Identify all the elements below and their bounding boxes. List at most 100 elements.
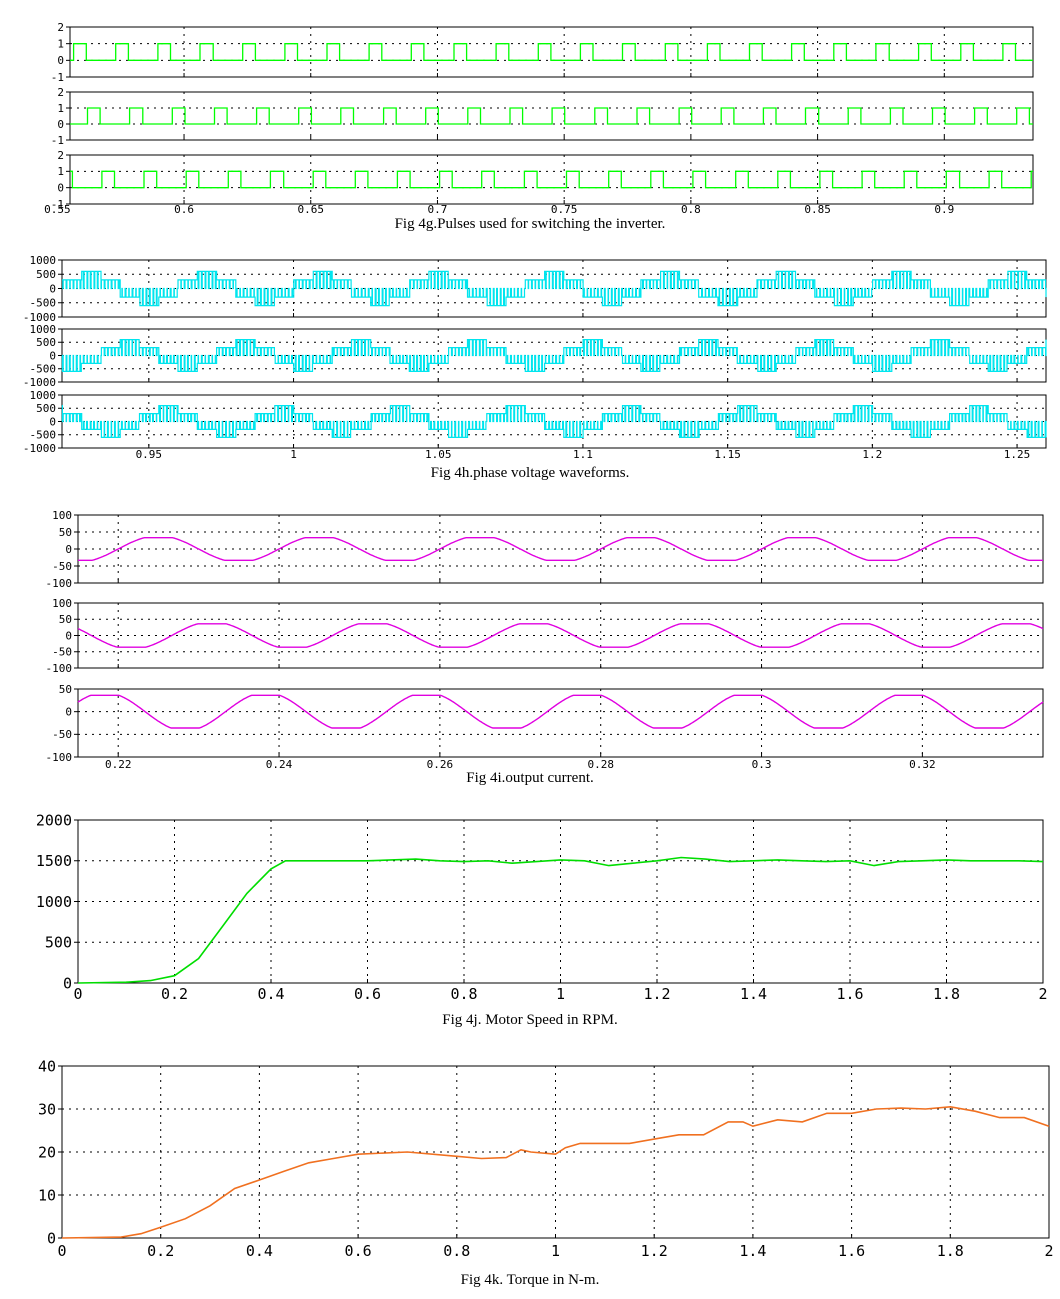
x-tick-label: 1.8 xyxy=(937,1242,964,1260)
fig4i-subplot-1: -100 -50 0 50 100 xyxy=(46,509,1044,590)
x-tick-label: 0.4 xyxy=(246,1242,273,1260)
x-tick-label: 1.1 xyxy=(573,448,593,461)
y-tick-label: 500 xyxy=(36,336,56,349)
x-tick-label: 0.7 xyxy=(428,203,448,216)
voltage-trace xyxy=(61,339,1047,372)
y-tick-label: -50 xyxy=(52,646,72,659)
x-tick-label: 2 xyxy=(1038,985,1047,1003)
x-tick-label: 1.05 xyxy=(425,448,452,461)
y-tick-label: -50 xyxy=(52,728,72,741)
x-tick-label: 1.2 xyxy=(641,1242,668,1260)
x-tick-label: 0.28 xyxy=(587,758,614,771)
x-tick-label: 0.6 xyxy=(354,985,381,1003)
y-tick-label: 0 xyxy=(65,543,72,556)
y-tick-label: 2 xyxy=(57,149,64,162)
y-tick-label: 0 xyxy=(47,1229,56,1247)
y-tick-label: 10 xyxy=(38,1186,56,1204)
x-tick-label: 1.8 xyxy=(933,985,960,1003)
current-trace xyxy=(77,623,1044,648)
torque-trace xyxy=(61,1105,1050,1239)
fig4g-x-axis: 0.55 0.6 0.65 0.7 0.75 0.8 0.85 0.9 xyxy=(44,203,954,216)
y-tick-label: 2 xyxy=(57,86,64,99)
x-tick-label: 0.55 xyxy=(44,203,71,216)
x-tick-label: 0.95 xyxy=(136,448,163,461)
fig4i-subplot-2: -100 -50 0 50 100 xyxy=(46,597,1044,675)
y-tick-label: -1 xyxy=(51,198,64,211)
y-tick-label: 1 xyxy=(57,102,64,115)
y-tick-label: 500 xyxy=(45,934,72,952)
caption-fig4j: Fig 4j. Motor Speed in RPM. xyxy=(442,1012,618,1028)
y-tick-label: 50 xyxy=(59,613,72,626)
x-tick-label: 1.15 xyxy=(714,448,741,461)
x-tick-label: 1.6 xyxy=(838,1242,865,1260)
x-tick-label: 0.75 xyxy=(551,203,578,216)
fig4i-x-axis: 0.22 0.24 0.26 0.28 0.3 0.32 xyxy=(105,758,936,771)
x-tick-label: 0.2 xyxy=(161,985,188,1003)
y-tick-label: 50 xyxy=(59,526,72,539)
x-tick-label: 0.32 xyxy=(909,758,936,771)
fig4h-x-axis: 0.95 1 1.05 1.1 1.15 1.2 1.25 xyxy=(136,448,1031,461)
x-tick-label: 1.6 xyxy=(836,985,863,1003)
y-tick-label: 0 xyxy=(57,54,64,67)
x-tick-label: 0.8 xyxy=(450,985,477,1003)
plot-frame xyxy=(77,819,1044,984)
y-tick-label: 1500 xyxy=(36,852,72,870)
fig4g-subplot-1: -1 0 1 2 xyxy=(51,21,1034,84)
y-tick-label: 1 xyxy=(57,165,64,178)
y-tick-label: -100 xyxy=(46,751,73,764)
y-tick-label: 500 xyxy=(36,268,56,281)
fig4k-subplot-1: 0 10 20 30 40 xyxy=(38,1057,1050,1247)
x-tick-label: 0.9 xyxy=(934,203,954,216)
x-tick-label: 0.6 xyxy=(174,203,194,216)
y-tick-label: 1000 xyxy=(30,254,57,267)
y-tick-label: -1 xyxy=(51,71,64,84)
x-tick-label: 1 xyxy=(551,1242,560,1260)
y-tick-label: 50 xyxy=(59,683,72,696)
x-tick-label: 1 xyxy=(556,985,565,1003)
x-tick-label: 0 xyxy=(73,985,82,1003)
y-tick-label: 500 xyxy=(36,402,56,415)
y-tick-label: 30 xyxy=(38,1100,56,1118)
y-tick-label: -100 xyxy=(46,577,73,590)
caption-fig4i: Fig 4i.output current. xyxy=(466,770,594,786)
x-tick-label: 0.6 xyxy=(345,1242,372,1260)
current-trace xyxy=(77,694,1044,729)
y-tick-label: -500 xyxy=(30,363,57,376)
voltage-trace xyxy=(61,405,1047,438)
x-tick-label: 1.25 xyxy=(1004,448,1031,461)
plot-frame xyxy=(77,602,1044,669)
x-tick-label: 0 xyxy=(57,1242,66,1260)
y-tick-label: -1000 xyxy=(23,376,56,389)
caption-fig4k: Fig 4k. Torque in N-m. xyxy=(460,1272,600,1288)
fig4g-subplot-2: -1 0 1 2 xyxy=(51,86,1034,147)
x-tick-label: 0.24 xyxy=(266,758,293,771)
pulse-trace xyxy=(70,43,1033,61)
x-tick-label: 1 xyxy=(290,448,297,461)
fig4j-x-axis: 0 0.2 0.4 0.6 0.8 1 1.2 1.4 1.6 1.8 2 xyxy=(73,985,1047,1003)
x-tick-label: 1.4 xyxy=(740,985,767,1003)
caption-fig4h: Fig 4h.phase voltage waveforms. xyxy=(430,465,630,481)
x-tick-label: 0.4 xyxy=(257,985,284,1003)
x-tick-label: 1.4 xyxy=(739,1242,766,1260)
caption-fig4g: Fig 4g.Pulses used for switching the inv… xyxy=(394,216,666,232)
y-tick-label: 1000 xyxy=(30,389,57,402)
y-tick-label: -100 xyxy=(46,662,73,675)
y-tick-label: 0 xyxy=(49,282,56,295)
x-tick-label: 0.65 xyxy=(298,203,325,216)
y-tick-label: 1000 xyxy=(36,893,72,911)
y-tick-label: 40 xyxy=(38,1057,56,1075)
y-tick-label: 0 xyxy=(49,349,56,362)
x-tick-label: 0.8 xyxy=(443,1242,470,1260)
fig4k-x-axis: 0 0.2 0.4 0.6 0.8 1 1.2 1.4 1.6 1.8 2 xyxy=(57,1242,1053,1260)
voltage-trace xyxy=(62,270,1047,307)
fig4g-subplot-3: -1 0 1 2 xyxy=(51,149,1034,211)
y-tick-label: -50 xyxy=(52,560,72,573)
y-tick-label: 1 xyxy=(57,38,64,51)
y-tick-label: -1000 xyxy=(23,442,56,455)
pulse-trace xyxy=(70,107,1033,125)
